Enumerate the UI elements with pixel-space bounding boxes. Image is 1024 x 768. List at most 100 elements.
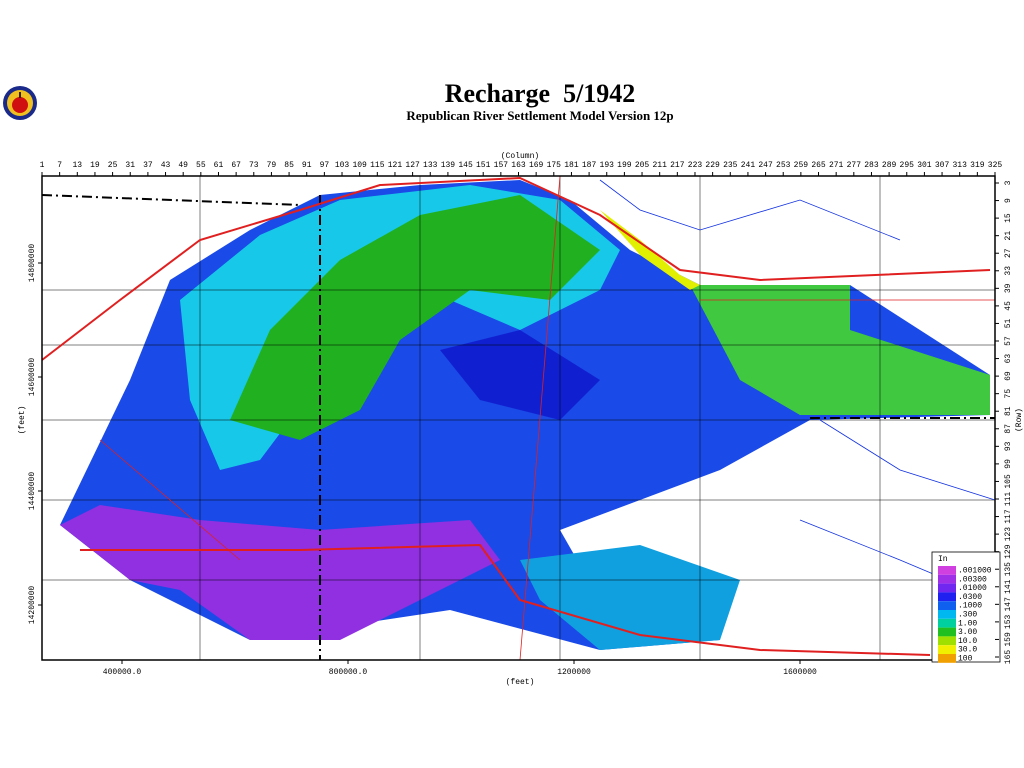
column-tick-label: 247 (758, 161, 773, 170)
column-tick-label: 277 (847, 161, 862, 170)
legend-swatch (938, 654, 956, 663)
row-tick-label: 51 (1004, 318, 1013, 328)
legend-label: 100 (958, 655, 973, 664)
row-tick-label: 75 (1004, 389, 1013, 399)
column-tick-label: 265 (811, 161, 826, 170)
row-tick-label: 81 (1004, 406, 1013, 416)
legend-label: .00300 (958, 575, 987, 584)
column-tick-label: 19 (90, 161, 100, 170)
column-tick-label: 259 (794, 161, 809, 170)
row-tick-label: 87 (1004, 424, 1013, 434)
column-tick-label: 97 (320, 161, 330, 170)
column-tick-label: 55 (196, 161, 206, 170)
row-tick-label: 93 (1004, 441, 1013, 451)
column-tick-label: 37 (143, 161, 153, 170)
legend-swatch (938, 610, 956, 619)
row-tick-label: 141 (1004, 579, 1013, 594)
row-tick-label: 123 (1004, 527, 1013, 542)
column-tick-label: 139 (441, 161, 456, 170)
column-tick-label: 169 (529, 161, 544, 170)
column-tick-label: 325 (988, 161, 1003, 170)
title: Recharge 5/1942 (445, 79, 636, 108)
column-tick-label: 67 (231, 161, 241, 170)
column-tick-label: 313 (953, 161, 968, 170)
column-tick-label: 205 (635, 161, 650, 170)
axis-label: (feet) (506, 678, 535, 687)
row-tick-label: 69 (1004, 371, 1013, 381)
row-tick-label: 21 (1004, 231, 1013, 241)
legend-swatch (938, 636, 956, 646)
y-tick-label: 14200000 (28, 586, 37, 625)
logo (3, 86, 37, 120)
row-tick-label: 159 (1004, 632, 1013, 647)
column-tick-label: 289 (882, 161, 897, 170)
column-tick-label: 199 (617, 161, 632, 170)
column-tick-label: 235 (723, 161, 738, 170)
legend-swatch (938, 601, 956, 610)
column-tick-label: 7 (57, 161, 62, 170)
row-tick-label: 153 (1004, 614, 1013, 629)
legend-label: .01000 (958, 584, 987, 593)
column-tick-label: 241 (741, 161, 756, 170)
column-tick-label: 211 (652, 161, 667, 170)
column-tick-label: 127 (405, 161, 420, 170)
legend-label: 30.0 (958, 646, 977, 655)
row-tick-label: 45 (1004, 301, 1013, 311)
column-tick-label: 253 (776, 161, 791, 170)
legend-swatch (938, 627, 956, 637)
legend-label: .1000 (958, 602, 982, 611)
y-tick-label: 14400000 (28, 472, 37, 511)
column-tick-label: 61 (214, 161, 224, 170)
y-tick-label: 14600000 (28, 358, 37, 397)
column-tick-label: 301 (917, 161, 932, 170)
column-tick-label: 25 (108, 161, 118, 170)
column-tick-label: 157 (494, 161, 509, 170)
legend-label: .300 (958, 611, 977, 620)
column-tick-label: 217 (670, 161, 685, 170)
x-tick-label: 1600000 (783, 668, 817, 677)
column-tick-label: 223 (688, 161, 703, 170)
row-tick-label: 9 (1004, 198, 1013, 203)
legend-swatch (938, 566, 956, 575)
row-tick-label: 165 (1004, 650, 1013, 665)
column-tick-label: 1 (40, 161, 45, 170)
map (60, 180, 990, 650)
x-tick-label: 800000.0 (329, 668, 368, 677)
row-tick-label: 147 (1004, 597, 1013, 612)
x-tick-label: 1200000 (557, 668, 591, 677)
column-tick-label: 109 (352, 161, 367, 170)
legend-swatch (938, 583, 956, 593)
row-tick-label: 111 (1004, 492, 1013, 507)
column-tick-label: 271 (829, 161, 844, 170)
y-tick-label: 14800000 (28, 244, 37, 283)
row-tick-label: 117 (1004, 509, 1013, 524)
column-tick-label: 43 (161, 161, 171, 170)
boundaries (41, 175, 996, 661)
row-tick-label: 99 (1004, 459, 1013, 469)
column-tick-label: 103 (335, 161, 350, 170)
legend-swatch (938, 618, 956, 628)
legend-swatch (938, 592, 956, 602)
row-tick-label: 15 (1004, 213, 1013, 223)
row-tick-label: 57 (1004, 336, 1013, 346)
column-tick-label: 193 (600, 161, 615, 170)
legend-label: 3.00 (958, 628, 977, 637)
column-tick-label: 13 (72, 161, 82, 170)
row-tick-label: 3 (1004, 180, 1013, 185)
row-tick-label: 39 (1004, 283, 1013, 293)
axis-label: (Row) (1015, 408, 1024, 432)
row-tick-label: 63 (1004, 354, 1013, 364)
row-tick-label: 105 (1004, 474, 1013, 489)
row-tick-label: 27 (1004, 248, 1013, 258)
column-tick-label: 187 (582, 161, 597, 170)
subtitle: Republican River Settlement Model Versio… (406, 108, 673, 123)
column-tick-label: 73 (249, 161, 259, 170)
column-tick-label: 283 (864, 161, 879, 170)
row-tick-label: 33 (1004, 266, 1013, 276)
legend-label: 1.00 (958, 619, 977, 628)
column-tick-label: 121 (388, 161, 403, 170)
column-tick-label: 163 (511, 161, 526, 170)
legend-title: In (938, 555, 948, 564)
column-tick-label: 79 (267, 161, 277, 170)
